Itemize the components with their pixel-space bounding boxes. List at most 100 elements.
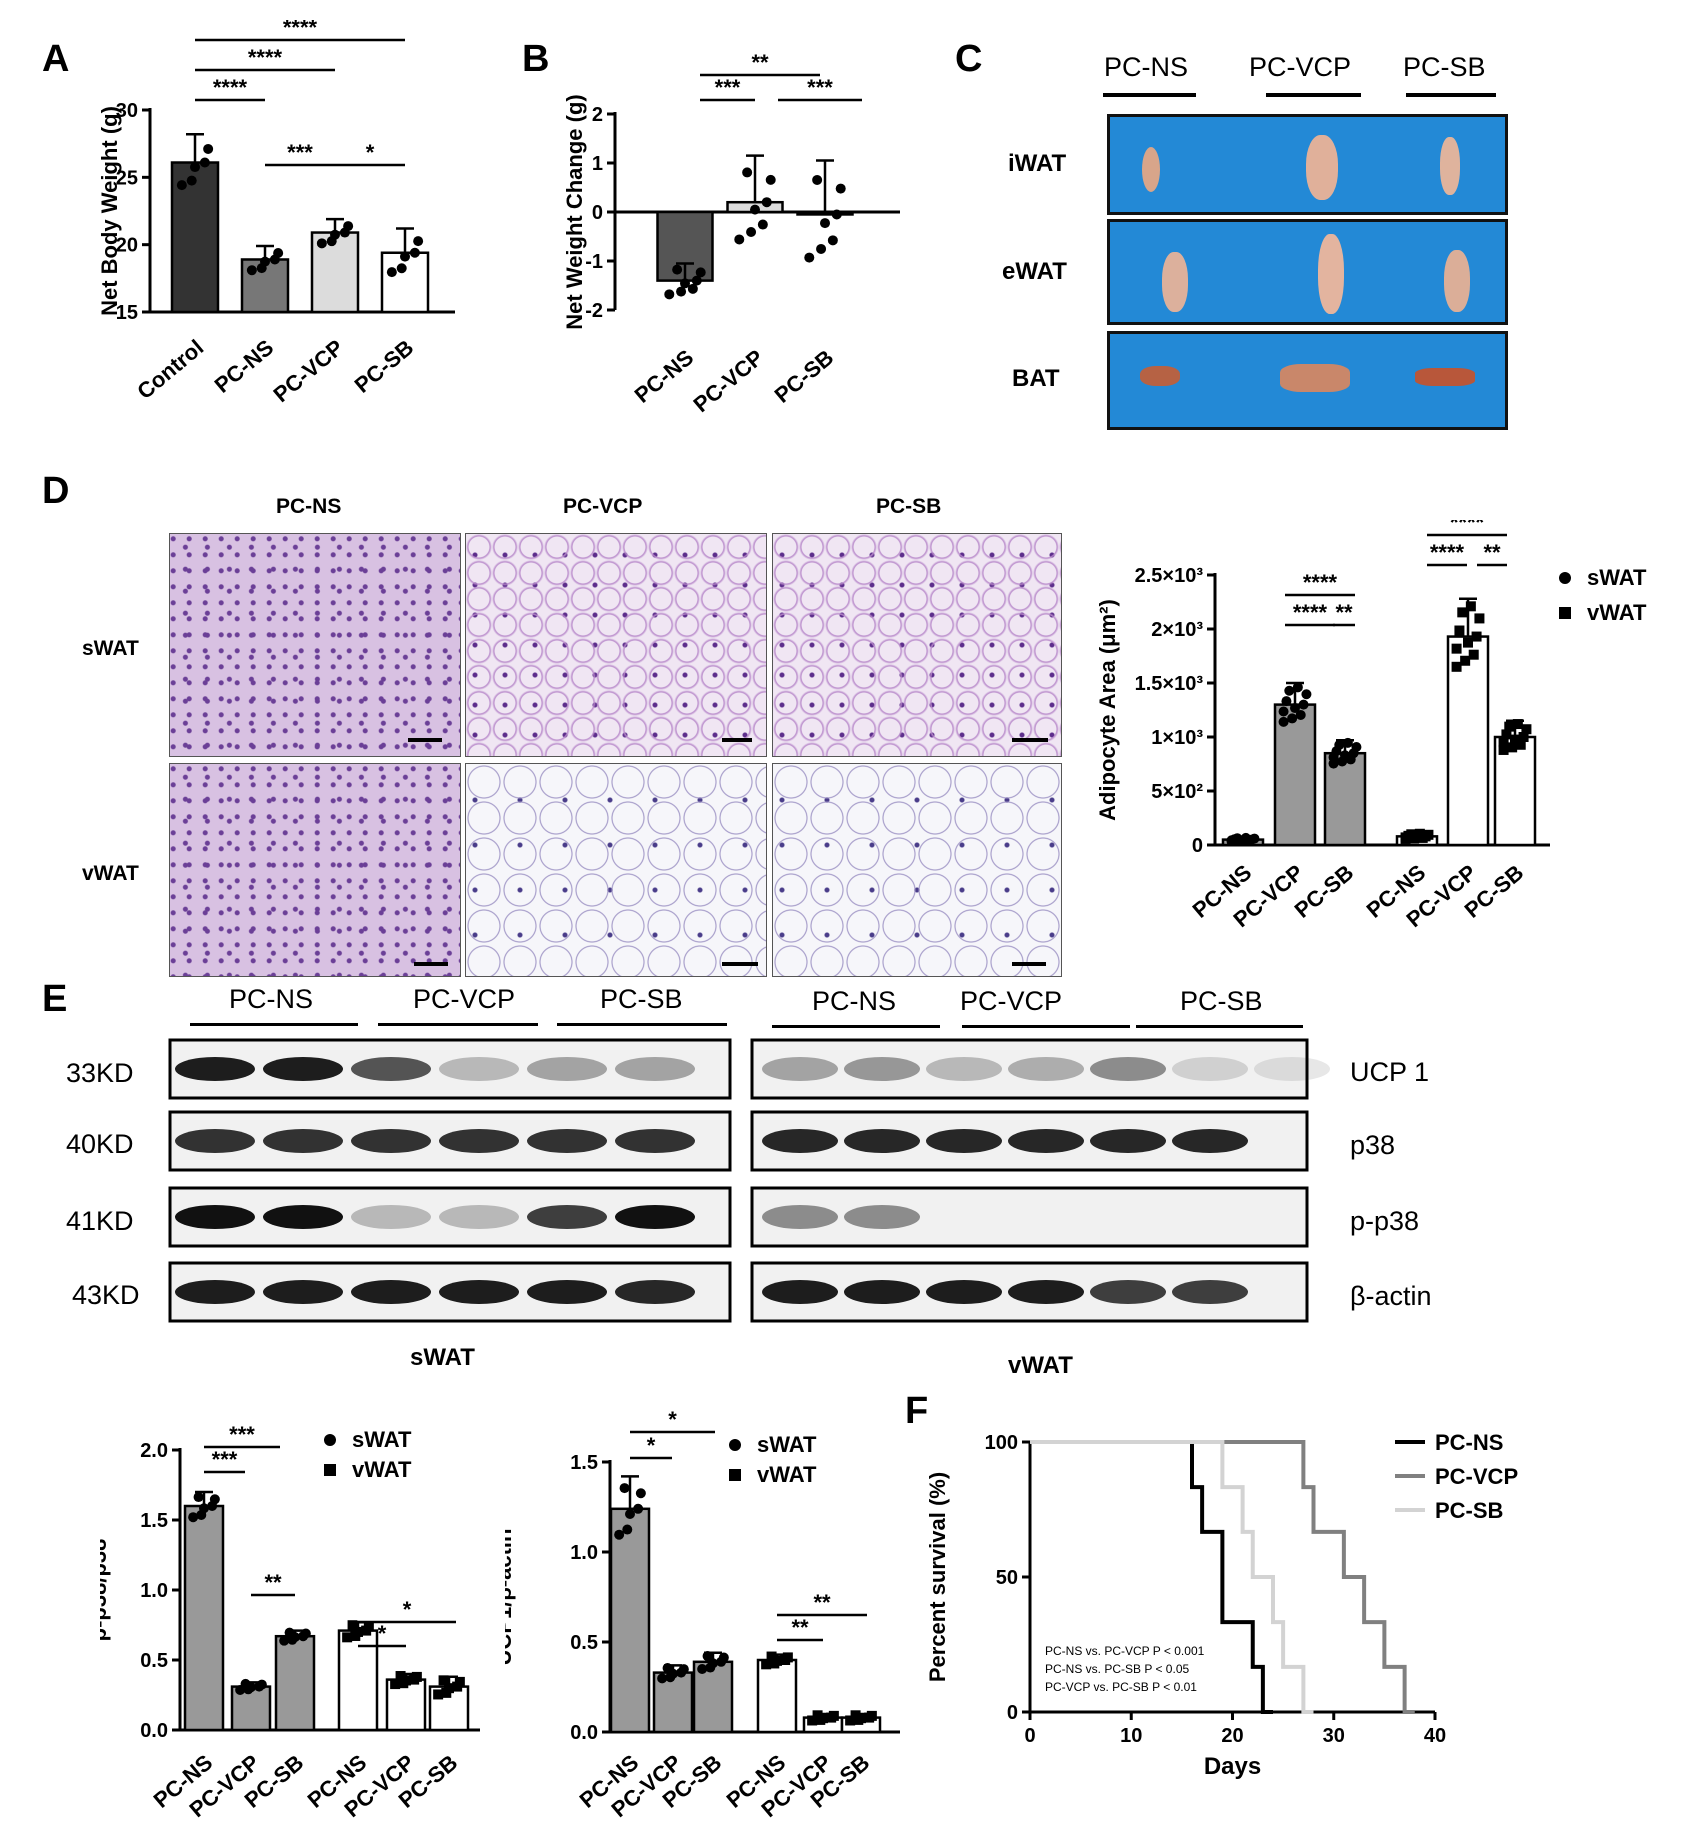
data-point xyxy=(1471,631,1482,642)
group-underline xyxy=(557,1023,727,1026)
western-blot-images xyxy=(168,1038,1330,1323)
data-point xyxy=(705,1662,716,1673)
blot-band xyxy=(615,1205,695,1229)
kd-label: 33KD xyxy=(66,1058,134,1088)
data-point xyxy=(339,227,350,238)
significance-label: **** xyxy=(1430,540,1465,565)
data-point xyxy=(619,1483,630,1494)
blot-group-label: PC-VCP xyxy=(413,984,516,1014)
significance-label: * xyxy=(366,140,375,165)
p-value-text: PC-NS vs. PC-SB P < 0.05 xyxy=(1045,1662,1189,1676)
data-point xyxy=(804,252,815,263)
y-axis-label: Net Body Weight (g) xyxy=(97,106,122,316)
blot-band xyxy=(263,1129,343,1153)
group-underline xyxy=(772,1025,940,1028)
legend-label: PC-NS xyxy=(1435,1430,1503,1455)
blot-band xyxy=(1008,1280,1084,1304)
bar xyxy=(1273,703,1317,847)
x-axis-label: Days xyxy=(1204,1753,1261,1780)
data-point xyxy=(1281,696,1292,707)
y-tick-label: 50 xyxy=(996,1567,1018,1589)
data-point xyxy=(186,175,197,186)
data-point xyxy=(614,1529,625,1540)
data-point xyxy=(1510,734,1520,745)
y-axis-label: p-p38/p38 xyxy=(100,1539,111,1642)
panel-c-group-label: PC-VCP xyxy=(1249,52,1352,82)
y-tick-label: 0 xyxy=(592,202,603,224)
blot-band xyxy=(527,1057,607,1081)
data-point xyxy=(1454,625,1465,636)
data-point xyxy=(766,1651,777,1662)
fat-pad xyxy=(1140,366,1180,386)
data-point xyxy=(761,1659,772,1670)
blot-band xyxy=(844,1280,920,1304)
data-point xyxy=(1337,756,1348,767)
data-point xyxy=(716,1656,727,1667)
data-point xyxy=(1501,729,1512,740)
category-label: PC-VCP xyxy=(268,335,348,408)
blot-band xyxy=(926,1057,1002,1081)
bar xyxy=(1493,735,1537,847)
scale-bar xyxy=(414,962,448,966)
blot-band xyxy=(1008,1129,1084,1153)
data-point xyxy=(441,1687,452,1698)
panel-f-survival-chart: 0 50 100 0 10 20 30 40 Percent survival (%) Days P… xyxy=(925,1430,1518,1780)
data-point xyxy=(433,1689,444,1700)
legend-marker xyxy=(1559,572,1571,584)
y-tick-label: 1.0 xyxy=(140,1580,168,1602)
data-point xyxy=(176,180,187,191)
legend-marker xyxy=(1559,607,1571,619)
data-point xyxy=(413,236,424,247)
survival-curve xyxy=(1030,1440,1415,1714)
blot-band xyxy=(351,1205,431,1229)
y-tick-label: 2×10³ xyxy=(1151,619,1203,641)
panel-e-ucp1-bar-chart: 0.00.51.01.5UCP1/β-actinPC-NSPC-VCPPC-SB… xyxy=(505,1407,900,1822)
data-point xyxy=(452,1681,463,1692)
data-point xyxy=(757,219,768,230)
y-tick-label: 1.5×10³ xyxy=(1135,673,1204,695)
data-point xyxy=(850,1710,861,1721)
data-point xyxy=(279,1635,290,1646)
blot-band xyxy=(175,1129,255,1153)
y-tick-label: 1.0 xyxy=(570,1542,598,1564)
panel-letter-d: D xyxy=(42,470,70,512)
y-axis-label: Percent survival (%) xyxy=(925,1472,950,1682)
data-point xyxy=(864,1712,875,1723)
data-point xyxy=(326,236,337,247)
blot-band xyxy=(762,1205,838,1229)
tissue-label-ewat: eWAT xyxy=(1002,258,1067,285)
data-point xyxy=(203,143,214,154)
blot-group-label: PC-VCP xyxy=(960,986,1063,1016)
blot-band xyxy=(844,1129,920,1153)
data-point xyxy=(199,157,210,168)
data-point xyxy=(665,1672,676,1683)
legend-label: sWAT xyxy=(352,1427,412,1452)
data-point xyxy=(702,1651,713,1662)
category-label: PC-SB xyxy=(770,345,839,408)
blot-band xyxy=(439,1205,519,1229)
blot-band xyxy=(263,1057,343,1081)
y-tick-label: 20 xyxy=(116,235,138,257)
blot-band xyxy=(175,1280,255,1304)
data-point xyxy=(196,1509,207,1520)
y-axis-label: UCP1/β-actin xyxy=(505,1529,516,1666)
category-label: PC-SB xyxy=(350,335,419,398)
data-point xyxy=(676,286,687,297)
data-point xyxy=(697,1664,708,1674)
kd-label: 43KD xyxy=(72,1280,140,1310)
data-point xyxy=(1290,703,1300,714)
y-tick-label: -2 xyxy=(585,300,603,322)
y-tick-label: 2.0 xyxy=(140,1440,168,1462)
data-point xyxy=(1507,742,1518,753)
legend-label: vWAT xyxy=(352,1457,412,1482)
data-point xyxy=(695,267,706,278)
data-point xyxy=(1400,832,1411,843)
histology-image xyxy=(772,533,1062,757)
blot-band xyxy=(527,1205,607,1229)
blot-band xyxy=(615,1057,695,1081)
data-point xyxy=(622,1524,633,1535)
blot-membrane xyxy=(750,1186,1309,1248)
legend-marker xyxy=(324,1434,336,1446)
scale-bar xyxy=(722,738,752,742)
x-tick-label: 0 xyxy=(1024,1725,1035,1747)
